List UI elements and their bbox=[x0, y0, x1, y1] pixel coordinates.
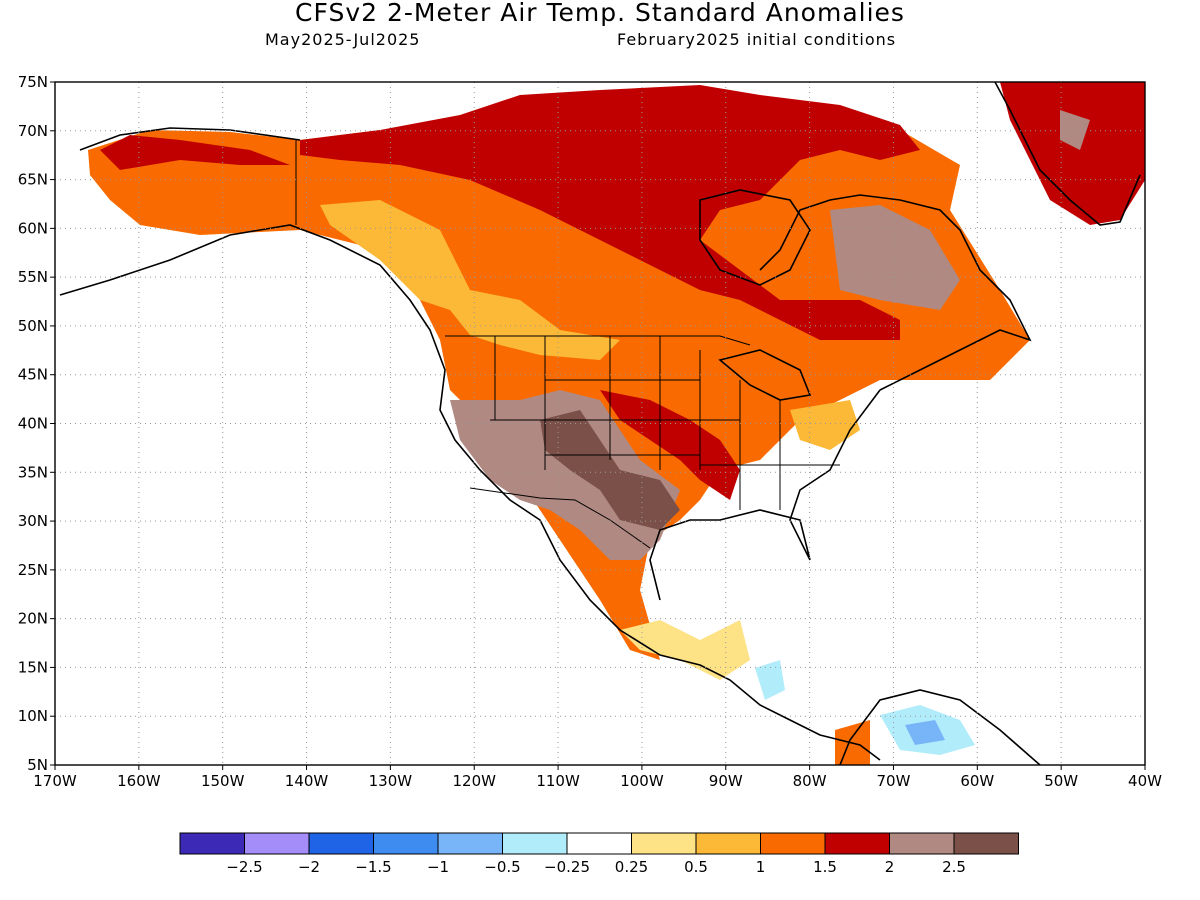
longitude-labels: 170W 160W 150W 140W 130W 120W 110W 100W 90W 80W 70… bbox=[33, 772, 1162, 790]
legend-swatch bbox=[308, 832, 374, 855]
alaska-north-coastline bbox=[79, 127, 301, 151]
political-boundaries bbox=[295, 140, 840, 549]
forecast-period: May2025-Jul2025 bbox=[265, 30, 421, 49]
lon-label: 110W bbox=[536, 772, 580, 790]
lat-label: 75N bbox=[18, 73, 48, 91]
lat-label: 5N bbox=[27, 756, 48, 774]
legend-swatch bbox=[824, 832, 890, 855]
anomaly-field-very-strong-quebec bbox=[830, 205, 960, 310]
lat-label: 50N bbox=[18, 317, 48, 335]
legend-label: 0.25 bbox=[615, 858, 648, 876]
legend-swatch bbox=[437, 832, 503, 855]
hudson-bay-coastline bbox=[699, 189, 811, 286]
anomaly-field-strong-warm-greenland bbox=[1000, 82, 1145, 225]
us-state-lines bbox=[490, 336, 840, 510]
legend-label: −1.5 bbox=[355, 858, 391, 876]
legend-swatch bbox=[244, 832, 310, 855]
legend-label: −0.5 bbox=[484, 858, 520, 876]
south-america-coastline bbox=[839, 689, 1041, 765]
legend-swatch bbox=[179, 832, 245, 855]
lon-label: 60W bbox=[960, 772, 994, 790]
lat-label: 40N bbox=[18, 415, 48, 433]
lat-label: 60N bbox=[18, 219, 48, 237]
initial-conditions: February2025 initial conditions bbox=[617, 30, 897, 49]
anomaly-fields bbox=[88, 82, 1145, 765]
anomaly-field-weak-cool-central-america bbox=[755, 660, 785, 700]
legend-swatch bbox=[502, 832, 568, 855]
lat-label: 55N bbox=[18, 268, 48, 286]
anomaly-field-very-strong-greenland bbox=[1060, 110, 1090, 150]
coastlines bbox=[59, 82, 1141, 765]
legend-label: −1 bbox=[427, 858, 449, 876]
lat-label: 10N bbox=[18, 707, 48, 725]
lat-label: 70N bbox=[18, 122, 48, 140]
lon-label: 40W bbox=[1128, 772, 1162, 790]
anomaly-field-cool-south-america bbox=[905, 720, 945, 745]
legend-label: 2 bbox=[885, 858, 895, 876]
anomaly-field-warm-north bbox=[88, 110, 1030, 660]
lat-label: 65N bbox=[18, 171, 48, 189]
graticule bbox=[55, 82, 1145, 765]
legend-swatch bbox=[695, 832, 761, 855]
legend-label: −2.5 bbox=[226, 858, 262, 876]
legend-label: 1 bbox=[756, 858, 766, 876]
lon-label: 80W bbox=[793, 772, 827, 790]
legend-swatch bbox=[566, 832, 632, 855]
legend-label: 0.5 bbox=[684, 858, 708, 876]
lon-label: 150W bbox=[201, 772, 245, 790]
gulf-coastline bbox=[649, 389, 881, 601]
great-lakes-outline bbox=[718, 349, 812, 401]
lon-label: 160W bbox=[117, 772, 161, 790]
north-america-coastline bbox=[59, 224, 881, 761]
lon-label: 90W bbox=[709, 772, 743, 790]
lat-label: 30N bbox=[18, 512, 48, 530]
legend-label: 1.5 bbox=[813, 858, 837, 876]
greenland-coastline bbox=[994, 82, 1141, 226]
lat-label: 45N bbox=[18, 366, 48, 384]
us-mexico-border bbox=[469, 487, 651, 549]
legend-label: 2.5 bbox=[942, 858, 966, 876]
lat-label: 25N bbox=[18, 561, 48, 579]
legend-swatch bbox=[953, 832, 1019, 855]
anomaly-field-weak-warm-mexico bbox=[620, 620, 750, 680]
legend-label: −0.25 bbox=[544, 858, 590, 876]
color-legend: −2.5 −2 −1.5 −1 −0.5 −0.25 0.25 0.5 1 1.5 2 2.5 bbox=[179, 832, 1019, 876]
lon-label: 120W bbox=[452, 772, 496, 790]
atlantic-coastline bbox=[759, 194, 1032, 391]
lon-label: 140W bbox=[285, 772, 329, 790]
legend-swatch bbox=[889, 832, 955, 855]
axis-ticks bbox=[50, 81, 1146, 770]
map-title: CFSv2 2-Meter Air Temp. Standard Anomali… bbox=[295, 0, 905, 27]
lon-label: 50W bbox=[1044, 772, 1078, 790]
anomaly-field-extreme-texas bbox=[540, 410, 680, 530]
lon-label: 170W bbox=[33, 772, 77, 790]
anomaly-field-strong-warm-alaska bbox=[100, 135, 290, 170]
lat-label: 20N bbox=[18, 610, 48, 628]
us-canada-border bbox=[445, 335, 751, 346]
lon-label: 130W bbox=[369, 772, 413, 790]
latitude-labels: 75N 70N 65N 60N 55N 50N 45N 40N 35N 30N 25N 20N 15N 1… bbox=[18, 73, 48, 774]
legend-label: −2 bbox=[298, 858, 320, 876]
anomaly-field-light-warm-southeast bbox=[790, 400, 860, 450]
anomaly-field-strong-warm-arctic bbox=[300, 85, 920, 340]
lon-label: 100W bbox=[620, 772, 664, 790]
anomaly-field-light-warm-west bbox=[320, 200, 620, 360]
lat-label: 15N bbox=[18, 658, 48, 676]
lon-label: 70W bbox=[877, 772, 911, 790]
lat-label: 35N bbox=[18, 463, 48, 481]
legend-swatch bbox=[760, 832, 826, 855]
legend-swatch bbox=[631, 832, 697, 855]
legend-swatch bbox=[373, 832, 439, 855]
